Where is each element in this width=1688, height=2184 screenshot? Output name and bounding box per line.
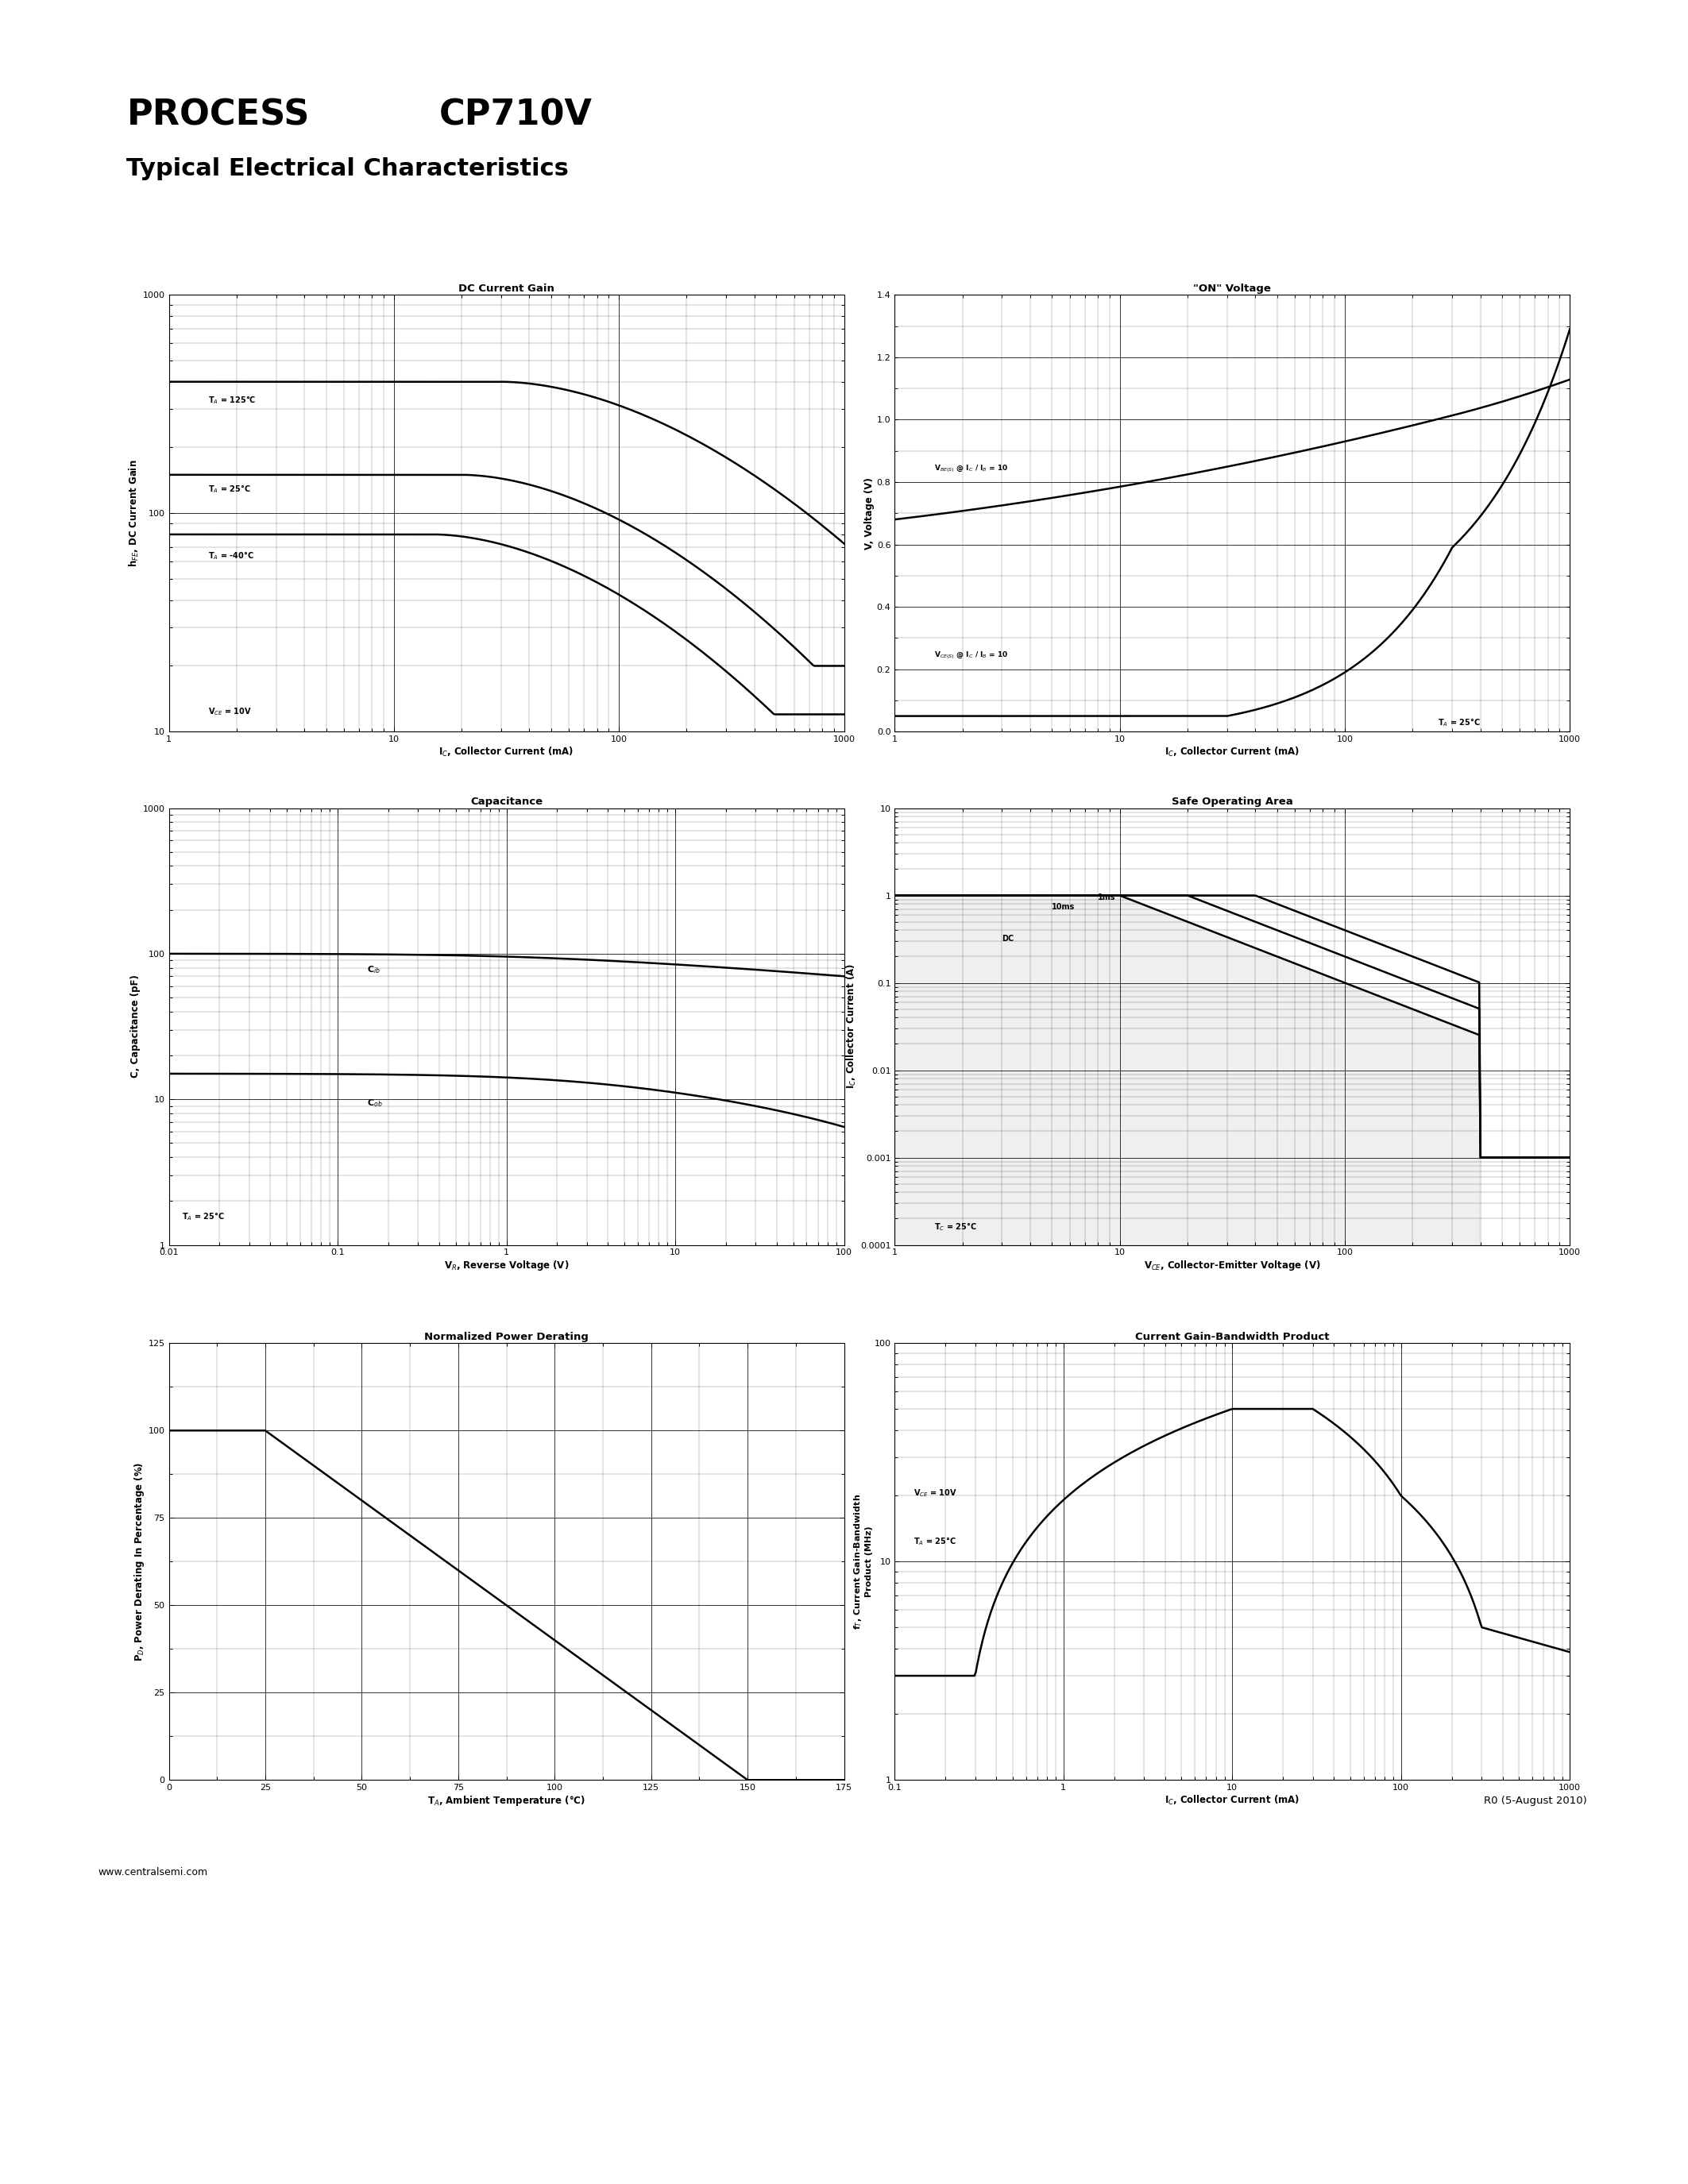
Title: Current Gain-Bandwidth Product: Current Gain-Bandwidth Product [1134,1332,1330,1343]
Text: C$_{ib}$: C$_{ib}$ [368,963,381,974]
Text: C$_{ob}$: C$_{ob}$ [368,1099,383,1109]
Text: www.centralsemi.com: www.centralsemi.com [98,1867,208,1878]
Text: Typical Electrical Characteristics: Typical Electrical Characteristics [127,157,569,181]
Text: Semiconductor Corp.: Semiconductor Corp. [1254,122,1371,131]
Text: T$_A$ = 25°C: T$_A$ = 25°C [1438,716,1480,729]
Text: T$_A$ = 25°C: T$_A$ = 25°C [182,1210,225,1223]
X-axis label: I$_C$, Collector Current (mA): I$_C$, Collector Current (mA) [1165,1793,1300,1806]
Text: V$_{BE(S)}$ @ I$_C$ / I$_B$ = 10: V$_{BE(S)}$ @ I$_C$ / I$_B$ = 10 [933,463,1008,474]
Text: R0 (5-August 2010): R0 (5-August 2010) [1484,1795,1587,1806]
Text: T$_A$ = 125°C: T$_A$ = 125°C [208,393,257,406]
X-axis label: V$_R$, Reverse Voltage (V): V$_R$, Reverse Voltage (V) [444,1258,569,1273]
Text: PROCESS: PROCESS [127,98,309,133]
Text: V$_{CE(S)}$ @ I$_C$ / I$_B$ = 10: V$_{CE(S)}$ @ I$_C$ / I$_B$ = 10 [933,651,1008,660]
Y-axis label: C, Capacitance (pF): C, Capacitance (pF) [130,974,140,1079]
Text: CP710V: CP710V [439,98,592,133]
Text: 1ms: 1ms [1097,893,1116,902]
X-axis label: V$_{CE}$, Collector-Emitter Voltage (V): V$_{CE}$, Collector-Emitter Voltage (V) [1144,1258,1320,1273]
Y-axis label: V, Voltage (V): V, Voltage (V) [864,476,874,550]
Text: T$_C$ = 25°C: T$_C$ = 25°C [933,1221,977,1232]
Text: 10ms: 10ms [1052,902,1075,911]
X-axis label: I$_C$, Collector Current (mA): I$_C$, Collector Current (mA) [439,745,574,758]
Title: Normalized Power Derating: Normalized Power Derating [424,1332,589,1343]
Title: Safe Operating Area: Safe Operating Area [1171,797,1293,808]
Text: V$_{CE}$ = 10V: V$_{CE}$ = 10V [208,705,252,716]
X-axis label: T$_A$, Ambient Temperature (°C): T$_A$, Ambient Temperature (°C) [427,1793,586,1808]
Text: T$_A$ = 25°C: T$_A$ = 25°C [208,483,252,496]
Y-axis label: f$_T$, Current Gain-Bandwidth
Product (MHz): f$_T$, Current Gain-Bandwidth Product (M… [852,1494,873,1629]
Y-axis label: h$_{FE}$, DC Current Gain: h$_{FE}$, DC Current Gain [128,459,140,568]
Text: Central™: Central™ [1264,59,1361,79]
Text: T$_A$ = 25°C: T$_A$ = 25°C [913,1535,957,1546]
Title: DC Current Gain: DC Current Gain [459,284,554,295]
Text: V$_{CE}$ = 10V: V$_{CE}$ = 10V [913,1487,957,1498]
Text: T$_A$ = -40°C: T$_A$ = -40°C [208,550,255,561]
Text: DC: DC [1003,935,1014,943]
Title: "ON" Voltage: "ON" Voltage [1193,284,1271,295]
Y-axis label: P$_D$, Power Derating In Percentage (%): P$_D$, Power Derating In Percentage (%) [132,1461,145,1662]
Title: Capacitance: Capacitance [471,797,542,808]
X-axis label: I$_C$, Collector Current (mA): I$_C$, Collector Current (mA) [1165,745,1300,758]
Y-axis label: I$_C$, Collector Current (A): I$_C$, Collector Current (A) [846,963,858,1090]
